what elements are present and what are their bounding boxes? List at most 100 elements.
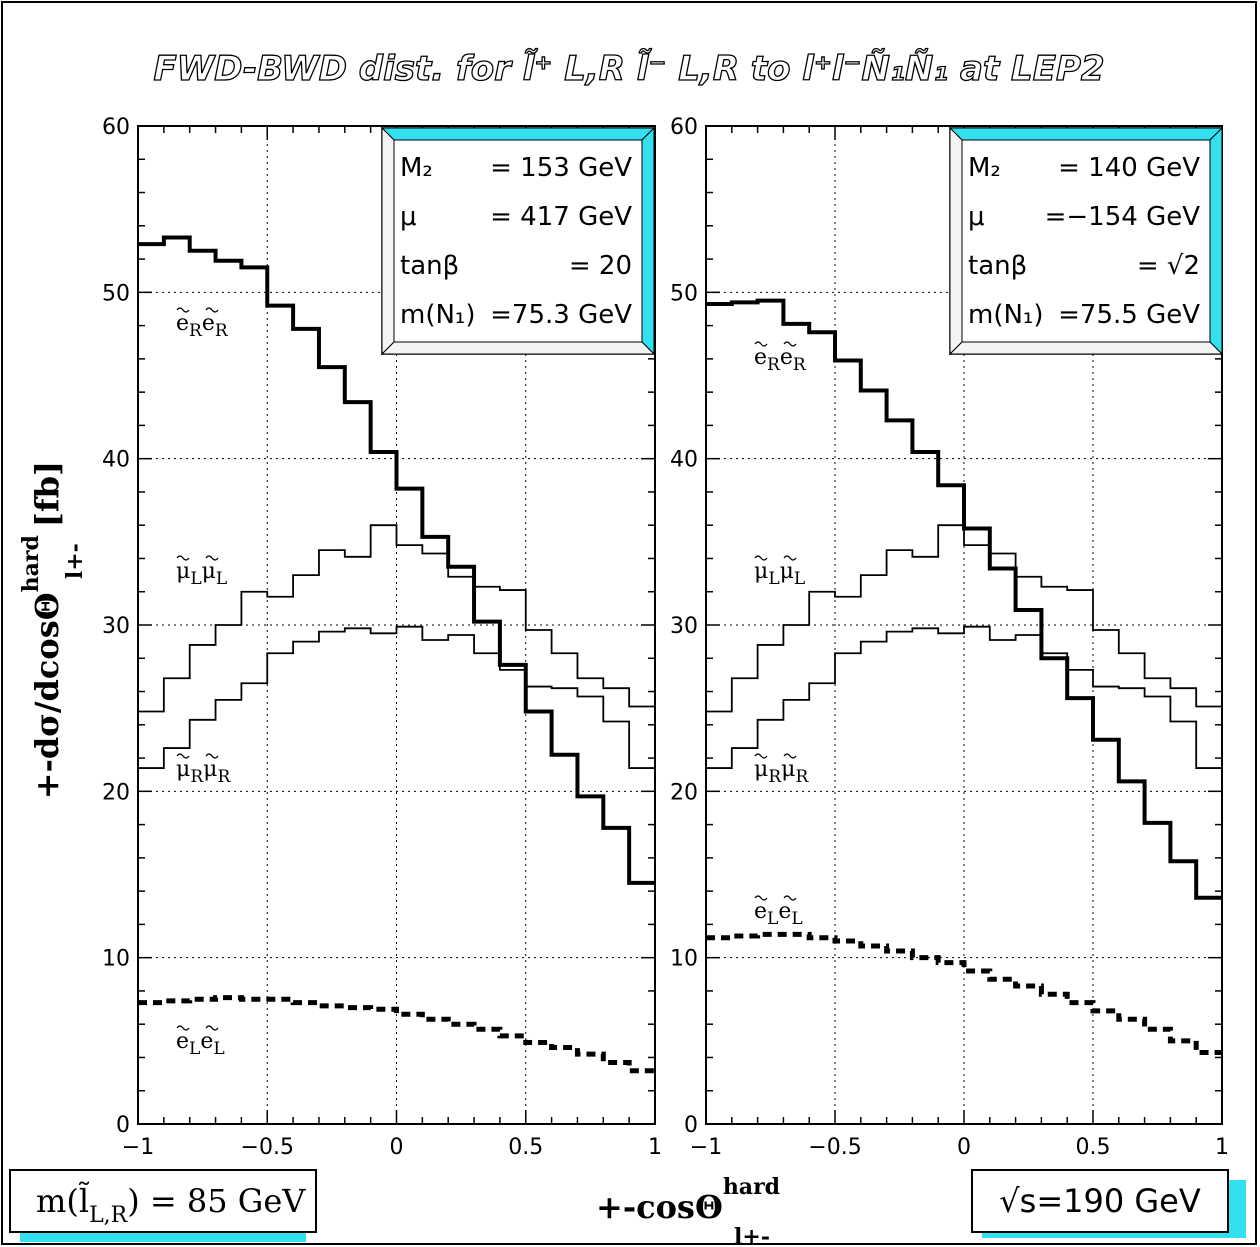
- label-sub: R: [189, 321, 203, 341]
- label-sub: L: [794, 569, 805, 589]
- label-sub: L: [213, 1039, 224, 1059]
- info-box-bevel-left: [381, 126, 395, 356]
- info-row-label: μ: [968, 202, 985, 232]
- xlabel-main: +-cosΘ: [596, 1188, 723, 1226]
- info-box: M₂ = 140 GeV μ =−154 GeV tanβ = √2 m(N₁) =75.5 …: [948, 126, 1224, 356]
- series-line: [138, 995, 655, 1074]
- figure-title: FWD-BWD dist. for l̃⁺ L,R l̃⁻ L,R to l⁺l…: [153, 47, 1105, 89]
- y-tick-label: 30: [102, 614, 130, 639]
- label-char: e: [202, 311, 215, 336]
- series-label: μLμL: [754, 555, 805, 589]
- series-label: μRμR: [176, 753, 231, 787]
- y-tick-label: 60: [670, 115, 698, 140]
- series-line: [138, 235, 655, 885]
- series-label-text: μLμL: [176, 559, 227, 589]
- info-row-value: = 153 GeV: [490, 153, 632, 183]
- label-char: e: [754, 899, 767, 924]
- series-label-text: eLeL: [754, 899, 803, 929]
- series-line: [706, 524, 1222, 713]
- tilde-mark: [176, 753, 190, 759]
- label-sub: R: [767, 355, 781, 375]
- series-label: eReR: [754, 341, 807, 375]
- energy-box-border: [971, 1169, 1229, 1233]
- label-char: μ: [754, 559, 768, 584]
- tilde-mark: [205, 1025, 219, 1031]
- energy-box-shadow-right: [1228, 1180, 1246, 1236]
- right-panel: −1 −0.5 0 0.5 10102030405060eReRμLμLμRμReLeL…: [670, 115, 1229, 1160]
- label-char: e: [780, 345, 793, 370]
- info-row-label: M₂: [968, 153, 1001, 183]
- y-tick-label: 50: [670, 281, 698, 306]
- label-char: μ: [203, 757, 217, 782]
- tilde-mark: [754, 895, 768, 901]
- y-tick-label: 0: [684, 1113, 698, 1138]
- y-tick-label: 10: [670, 947, 698, 972]
- label-char: e: [754, 345, 767, 370]
- x-tick-label: −0.5: [241, 1135, 294, 1160]
- x-tick-label: −0.5: [808, 1135, 861, 1160]
- tilde-mark: [176, 555, 190, 561]
- x-tick-label: 1: [1215, 1135, 1229, 1160]
- label-sub: L: [791, 909, 802, 929]
- series-label-text: eReR: [754, 345, 807, 375]
- label-sub: L: [767, 909, 778, 929]
- series-label-text: μLμL: [754, 559, 805, 589]
- y-tick-label: 50: [102, 281, 130, 306]
- info-row-label: M₂: [400, 153, 433, 183]
- tilde-mark: [205, 555, 219, 561]
- series-label-text: eLeL: [176, 1029, 225, 1059]
- info-row-value: = 417 GeV: [490, 202, 632, 232]
- series-label: eReR: [176, 307, 229, 341]
- ylabel-main: +-dσ/dcosΘ: [28, 592, 66, 799]
- tilde-mark: [205, 753, 219, 759]
- series-label: eLeL: [754, 895, 803, 929]
- info-row-value: = 140 GeV: [1058, 153, 1200, 183]
- y-tick-label: 20: [102, 780, 130, 805]
- series-label: μLμL: [176, 555, 227, 589]
- label-sub: R: [190, 767, 204, 787]
- series-label: eLeL: [176, 1025, 225, 1059]
- series-label-text: eReR: [176, 311, 229, 341]
- label-sub: R: [768, 767, 782, 787]
- info-box-bevel-right: [1209, 126, 1223, 356]
- series-label: μRμR: [754, 753, 809, 787]
- label-sub: L: [189, 1039, 200, 1059]
- label-char: μ: [176, 559, 190, 584]
- y-tick-label: 10: [102, 947, 130, 972]
- series-line: [706, 625, 1222, 769]
- label-sub: R: [795, 767, 809, 787]
- tilde-mark: [783, 753, 797, 759]
- left-panel: −1 −0.5 0 0.5 10102030405060eReRμLμLμRμReLeL…: [102, 115, 662, 1160]
- label-char: μ: [781, 757, 795, 782]
- x-tick-label: −1: [690, 1135, 722, 1160]
- y-tick-label: 40: [102, 448, 130, 473]
- label-char: e: [176, 1029, 189, 1054]
- info-row-label: tanβ: [400, 251, 459, 281]
- tilde-mark: [754, 753, 768, 759]
- info-row-value: =75.3 GeV: [490, 300, 632, 330]
- x-tick-label: 0.5: [1076, 1135, 1111, 1160]
- y-tick-label: 30: [670, 614, 698, 639]
- xlabel-sup: hard: [723, 1174, 780, 1200]
- tilde-mark: [783, 341, 797, 347]
- info-box-bevel-right: [641, 126, 655, 356]
- label-sub: R: [215, 321, 229, 341]
- label-char: μ: [754, 757, 768, 782]
- series-label-text: μRμR: [176, 757, 231, 787]
- series-line: [706, 298, 1222, 900]
- tilde-mark: [176, 307, 190, 313]
- xlabel-sub: l+-: [734, 1224, 770, 1247]
- svg-text:FWD-BWD dist. for l̃⁺ L,R l̃⁻: FWD-BWD dist. for l̃⁺ L,R l̃⁻ L,R to l⁺l…: [153, 48, 1104, 89]
- series-line: [138, 625, 655, 769]
- ylabel-sup: hard: [18, 535, 44, 592]
- label-char: μ: [780, 559, 794, 584]
- x-tick-label: 1: [648, 1135, 662, 1160]
- info-row-label: tanβ: [968, 251, 1027, 281]
- x-tick-label: 0.5: [508, 1135, 543, 1160]
- mass-box-border: [9, 1169, 317, 1233]
- y-axis-label: +-dσ/dcosΘhard l+- [fb]: [18, 461, 88, 799]
- y-tick-label: 40: [670, 448, 698, 473]
